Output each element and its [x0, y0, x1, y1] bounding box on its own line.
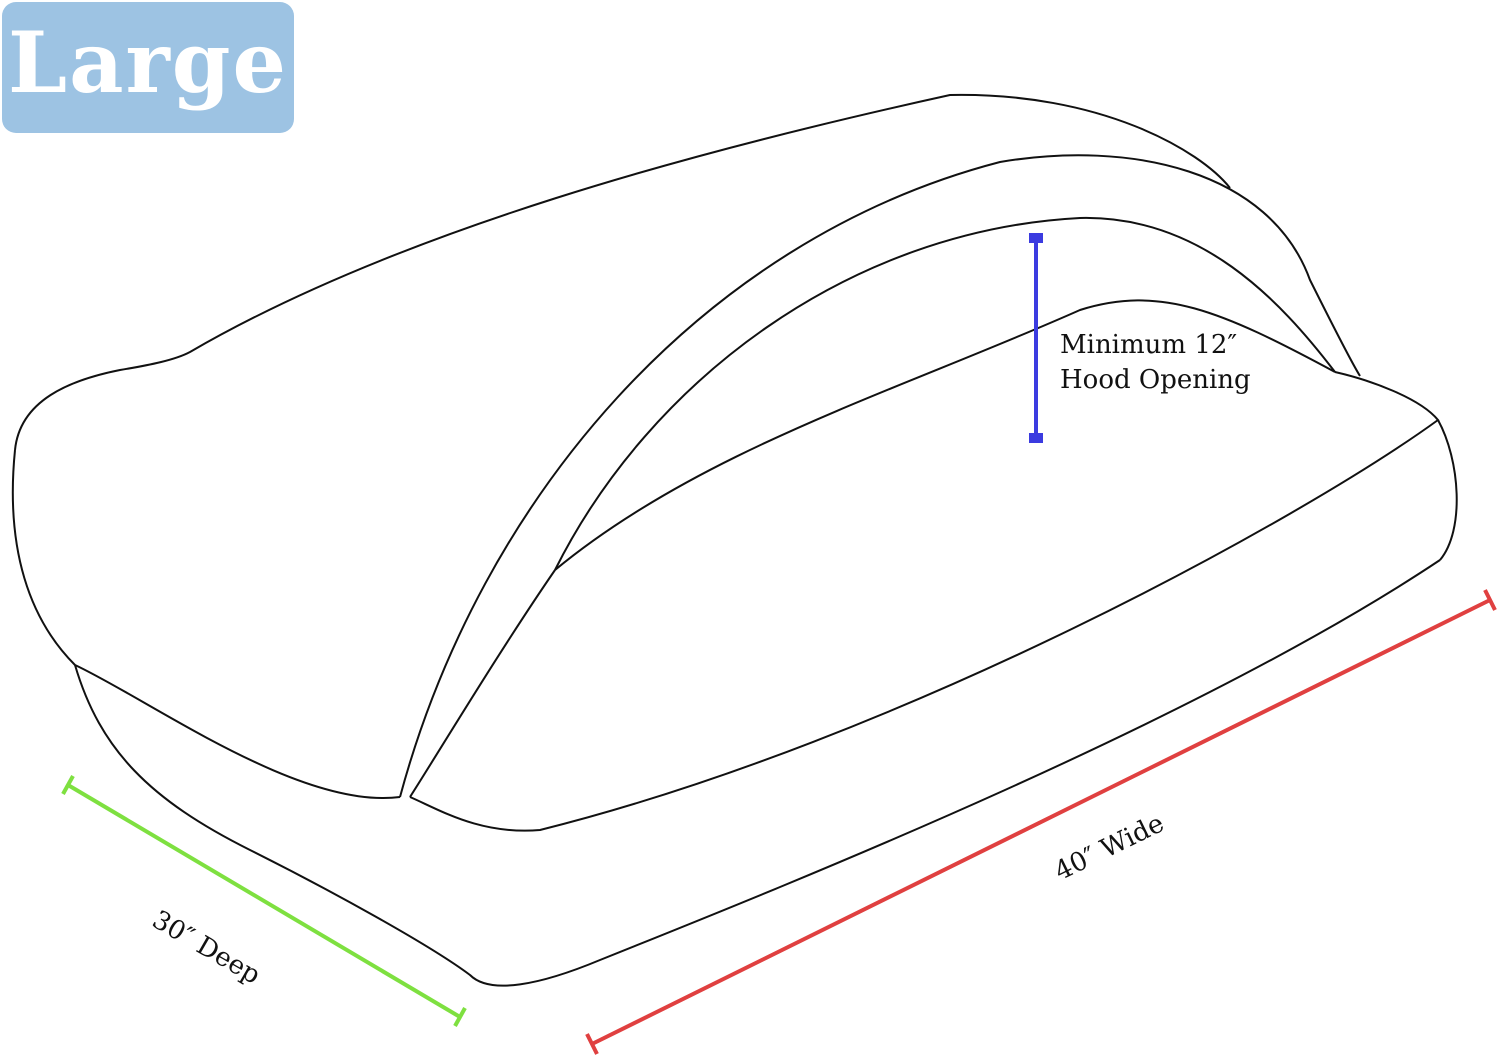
hood-opening-edge [554, 299, 1336, 571]
hood-outer-arch [399, 154, 1361, 798]
hood-label-line1: Minimum 12″ [1060, 330, 1238, 360]
base-bottom-edge [74, 559, 1441, 987]
size-label: Large [8, 13, 288, 112]
hood-inner-arch [554, 216, 1336, 571]
bed-top-outline [14, 93, 1231, 451]
base-top-edge [409, 371, 1440, 832]
hood-opening-label: Minimum 12″ Hood Opening [1060, 328, 1251, 398]
bed-left-side [11, 449, 76, 666]
pillow-bottom [74, 664, 401, 800]
hood-label-line2: Hood Opening [1060, 365, 1251, 395]
size-badge: Large [2, 2, 294, 133]
base-right-edge [1437, 419, 1458, 561]
depth-measure-line [61, 775, 467, 1027]
width-measure-line [585, 589, 1497, 1055]
hood-measure-line [1029, 233, 1043, 443]
hood-front-seam [409, 569, 556, 798]
